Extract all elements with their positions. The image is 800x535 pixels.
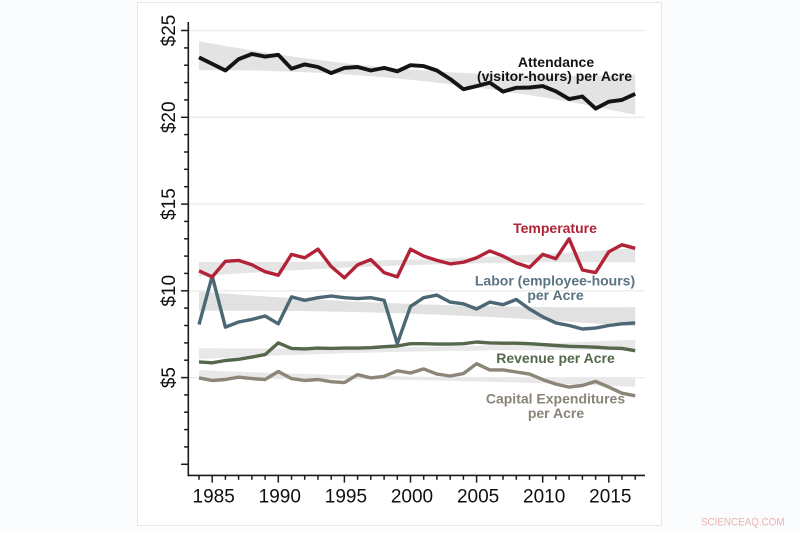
svg-text:$10: $10 — [159, 275, 180, 307]
svg-text:2005: 2005 — [457, 487, 499, 508]
svg-text:1985: 1985 — [193, 487, 235, 508]
svg-text:$20: $20 — [159, 101, 180, 133]
svg-text:Revenue per Acre: Revenue per Acre — [496, 350, 615, 366]
svg-text:2015: 2015 — [589, 487, 631, 508]
svg-text:SCIENCEAQ.COM: SCIENCEAQ.COM — [701, 516, 785, 528]
svg-text:1990: 1990 — [259, 487, 301, 508]
svg-text:per Acre: per Acre — [528, 405, 585, 421]
svg-text:$15: $15 — [159, 188, 180, 220]
svg-text:Labor (employee-hours): Labor (employee-hours) — [475, 273, 635, 289]
svg-text:Temperature: Temperature — [513, 220, 597, 236]
svg-text:2000: 2000 — [391, 487, 433, 508]
svg-text:1995: 1995 — [325, 487, 367, 508]
svg-text:2010: 2010 — [523, 487, 565, 508]
svg-text:Capital Expenditures: Capital Expenditures — [486, 391, 625, 407]
svg-text:$5: $5 — [159, 367, 180, 388]
svg-text:per Acre: per Acre — [527, 287, 584, 303]
svg-text:$25: $25 — [159, 15, 180, 47]
svg-text:Attendance: Attendance — [518, 54, 594, 70]
svg-text:(visitor-hours) per Acre: (visitor-hours) per Acre — [477, 68, 632, 84]
